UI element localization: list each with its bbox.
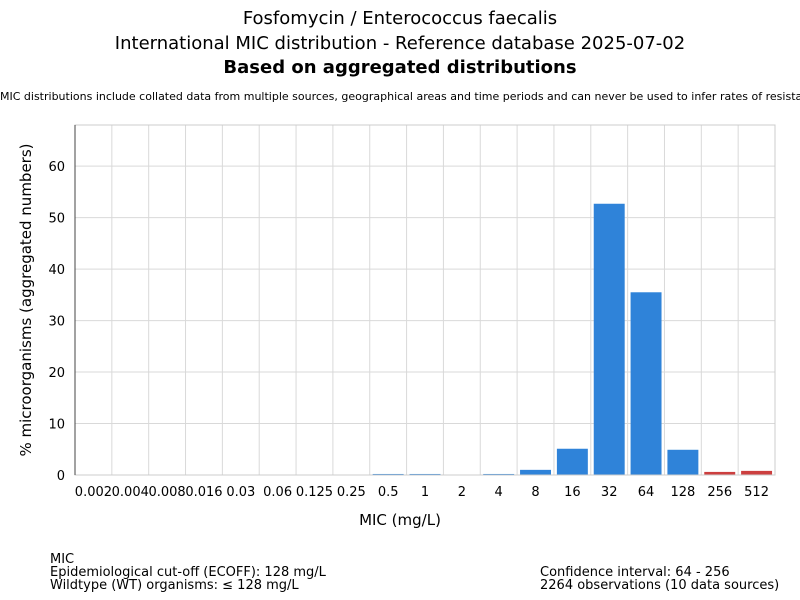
y-tick-label: 50 bbox=[48, 212, 65, 227]
x-tick-label: 0.25 bbox=[337, 485, 366, 500]
x-tick-label: 64 bbox=[638, 485, 655, 500]
bar-layer bbox=[372, 203, 773, 475]
y-tick-label: 10 bbox=[48, 418, 65, 433]
x-tick-label: 0.008 bbox=[148, 485, 185, 500]
x-tick-label: 512 bbox=[744, 485, 769, 500]
bar-8 bbox=[520, 469, 551, 475]
bar-0.5 bbox=[372, 473, 404, 475]
x-tick-label: 0.03 bbox=[226, 485, 255, 500]
x-tick-label: 0.016 bbox=[185, 485, 222, 500]
x-tick-label: 8 bbox=[531, 485, 539, 500]
x-tick-label: 256 bbox=[707, 485, 732, 500]
x-axis-label: MIC (mg/L) bbox=[359, 511, 441, 529]
x-tick-label: 0.002 bbox=[75, 485, 112, 500]
bar-1 bbox=[409, 473, 441, 475]
footer-right: Confidence interval: 64 - 256 2264 obser… bbox=[540, 566, 779, 592]
footer-mic-label: MIC bbox=[50, 552, 75, 567]
disclaimer-note: MIC distributions include collated data … bbox=[0, 90, 800, 103]
chart-title: Fosfomycin / Enterococcus faecalis bbox=[242, 8, 558, 29]
x-tick-label: 128 bbox=[670, 485, 695, 500]
tick-layer: 0 10 20 30 40 50 60 0.002 0.004 0.008 0.016 0.03 0.0… bbox=[48, 160, 775, 500]
bar-128 bbox=[667, 449, 699, 475]
y-tick-label: 40 bbox=[48, 263, 65, 278]
x-tick-label: 2 bbox=[458, 485, 466, 500]
bar-4 bbox=[483, 473, 515, 475]
y-tick-label: 60 bbox=[48, 160, 65, 175]
x-tick-label: 1 bbox=[421, 485, 429, 500]
footer-ecoff: Epidemiological cut-off (ECOFF): 128 mg/… bbox=[50, 565, 326, 580]
x-tick-label: 16 bbox=[564, 485, 581, 500]
x-tick-label: 0.125 bbox=[296, 485, 333, 500]
grid-layer bbox=[75, 125, 775, 475]
y-tick-label: 20 bbox=[48, 366, 65, 381]
bar-512 bbox=[741, 470, 773, 475]
footer-left: MIC Epidemiological cut-off (ECOFF): 128… bbox=[50, 553, 326, 592]
x-tick-label: 32 bbox=[601, 485, 618, 500]
x-tick-label: 4 bbox=[495, 485, 503, 500]
footer-wildtype: Wildtype (WT) organisms: ≤ 128 mg/L bbox=[50, 578, 299, 593]
chart-subtitle-bold: Based on aggregated distributions bbox=[223, 57, 577, 78]
plot-frame bbox=[74, 124, 776, 476]
footer-observations: 2264 observations (10 data sources) bbox=[540, 578, 780, 593]
x-tick-label: 0.06 bbox=[263, 485, 292, 500]
y-tick-label: 30 bbox=[48, 315, 65, 330]
y-tick-label: 0 bbox=[57, 469, 65, 484]
bar-64 bbox=[630, 292, 662, 475]
bar-16 bbox=[556, 448, 588, 475]
footer-confidence-interval: Confidence interval: 64 - 256 bbox=[540, 565, 730, 580]
x-tick-label: 0.004 bbox=[112, 485, 149, 500]
chart-subtitle: International MIC distribution - Referen… bbox=[114, 33, 686, 54]
bar-256 bbox=[704, 471, 736, 475]
bar-32 bbox=[593, 203, 625, 475]
y-axis-label: % microorganisms (aggregated numbers) bbox=[17, 143, 35, 456]
x-tick-label: 0.5 bbox=[378, 485, 399, 500]
